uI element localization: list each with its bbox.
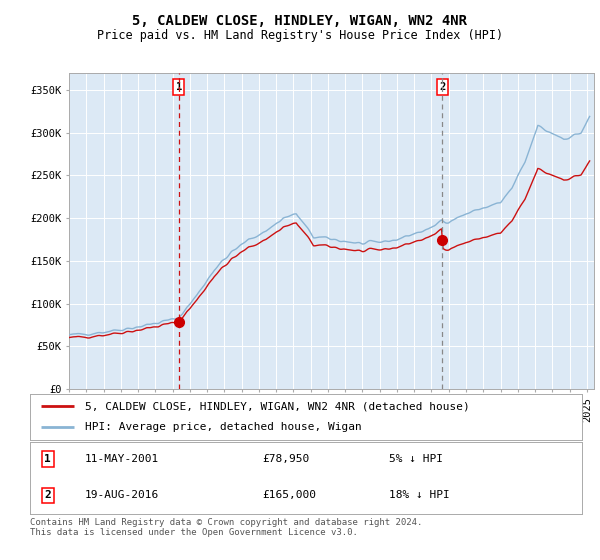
Text: HPI: Average price, detached house, Wigan: HPI: Average price, detached house, Wiga… [85,422,362,432]
Text: 19-AUG-2016: 19-AUG-2016 [85,491,160,501]
Text: 11-MAY-2001: 11-MAY-2001 [85,454,160,464]
Text: 1: 1 [44,454,51,464]
Text: £78,950: £78,950 [262,454,309,464]
Text: 2: 2 [44,491,51,501]
Text: 5% ↓ HPI: 5% ↓ HPI [389,454,443,464]
Text: Price paid vs. HM Land Registry's House Price Index (HPI): Price paid vs. HM Land Registry's House … [97,29,503,42]
Text: £165,000: £165,000 [262,491,316,501]
Text: 18% ↓ HPI: 18% ↓ HPI [389,491,449,501]
Text: 5, CALDEW CLOSE, HINDLEY, WIGAN, WN2 4NR: 5, CALDEW CLOSE, HINDLEY, WIGAN, WN2 4NR [133,14,467,28]
Text: 2: 2 [439,82,446,92]
Text: 1: 1 [176,82,182,92]
Text: 5, CALDEW CLOSE, HINDLEY, WIGAN, WN2 4NR (detached house): 5, CALDEW CLOSE, HINDLEY, WIGAN, WN2 4NR… [85,401,470,411]
Text: Contains HM Land Registry data © Crown copyright and database right 2024.
This d: Contains HM Land Registry data © Crown c… [30,518,422,538]
